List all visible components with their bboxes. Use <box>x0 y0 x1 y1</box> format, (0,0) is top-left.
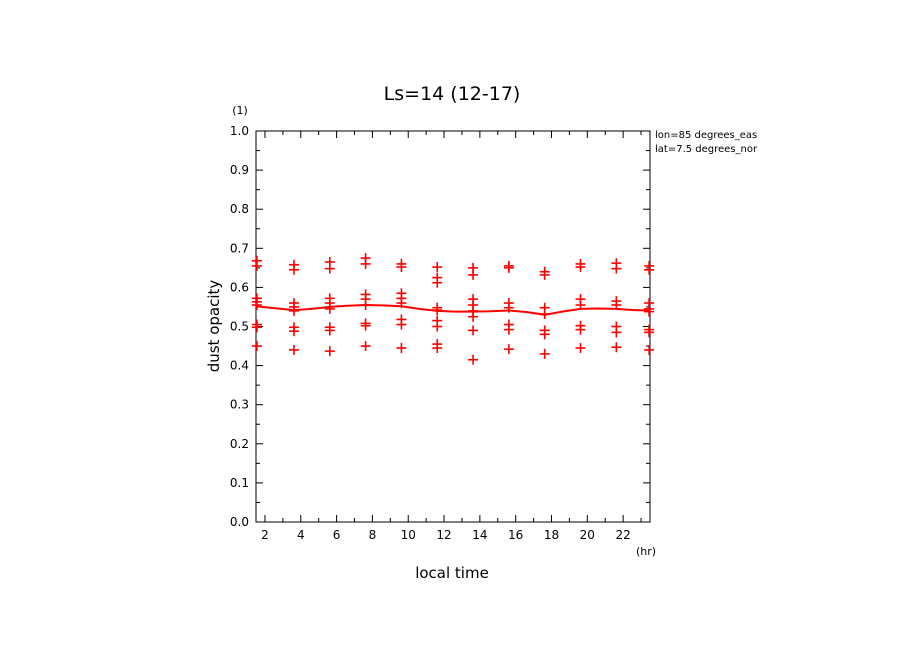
y-tick-label: 0.8 <box>230 202 249 216</box>
y-tick-label: 0.6 <box>230 280 249 294</box>
y-tick-label: 0.4 <box>230 359 249 373</box>
data-point <box>360 341 371 352</box>
data-point <box>611 263 622 274</box>
data-point <box>432 277 443 288</box>
x-tick-label: 8 <box>369 528 377 542</box>
data-point <box>251 260 262 271</box>
data-point <box>539 329 550 340</box>
x-tick-label: 22 <box>615 528 630 542</box>
data-point <box>468 354 479 365</box>
data-point <box>251 322 262 333</box>
annotation-lon: lon=85 degrees_eas <box>655 130 757 141</box>
x-tick-label: 4 <box>297 528 305 542</box>
y-tick-label: 0.3 <box>230 398 249 412</box>
data-point <box>503 344 514 355</box>
data-point <box>611 342 622 353</box>
y-axis-label: dust opacity <box>205 280 223 373</box>
data-point <box>503 324 514 335</box>
data-point <box>324 263 335 274</box>
data-point <box>396 262 407 273</box>
data-point <box>503 262 514 273</box>
x-tick-label: 6 <box>333 528 341 542</box>
data-point <box>468 311 479 322</box>
data-point <box>575 262 586 273</box>
mean-line <box>255 303 651 316</box>
data-point <box>575 343 586 354</box>
x-tick-label: 16 <box>508 528 523 542</box>
y-tick-label: 0.1 <box>230 476 249 490</box>
plot-frame <box>255 130 651 523</box>
data-point <box>251 299 262 310</box>
data-point <box>468 269 479 280</box>
y-tick-label: 0.9 <box>230 163 249 177</box>
data-point <box>288 326 299 337</box>
data-point <box>360 320 371 331</box>
data-point <box>611 327 622 338</box>
data-point <box>251 341 262 352</box>
x-tick-label: 14 <box>472 528 487 542</box>
y-tick-label: 0.0 <box>230 515 249 529</box>
y-tick-label: 0.5 <box>230 320 249 334</box>
x-tick-label: 18 <box>544 528 559 542</box>
y-axis-unit: (1) <box>232 104 248 117</box>
y-tick-label: 0.2 <box>230 437 249 451</box>
data-point <box>396 319 407 330</box>
data-point <box>288 344 299 355</box>
x-tick-label: 10 <box>401 528 416 542</box>
data-point <box>432 343 443 354</box>
x-axis-label: local time <box>415 564 489 582</box>
data-point <box>288 264 299 275</box>
data-point <box>432 262 443 273</box>
chart-title: Ls=14 (12-17) <box>384 83 521 105</box>
data-point <box>575 324 586 335</box>
x-tick-label: 2 <box>261 528 269 542</box>
y-tick-label: 1.0 <box>230 124 249 138</box>
x-tick-label: 20 <box>580 528 595 542</box>
data-point <box>396 343 407 354</box>
data-point <box>644 327 655 338</box>
data-point <box>324 325 335 336</box>
data-point <box>324 346 335 357</box>
x-tick-label: 12 <box>436 528 451 542</box>
data-point <box>644 306 655 317</box>
data-point <box>539 348 550 359</box>
data-point <box>644 264 655 275</box>
plot-marks <box>251 253 655 365</box>
y-tick-label: 0.7 <box>230 241 249 255</box>
annotation-lat: lat=7.5 degrees_nor <box>655 144 758 155</box>
data-point <box>644 344 655 355</box>
x-axis-unit: (hr) <box>636 545 656 558</box>
data-point <box>432 321 443 332</box>
data-point <box>539 269 550 280</box>
axes: 0.0 0.1 0.2 0.3 0.4 0.5 0.6 0.7 0.8 0.9 1.0 2 4 6 8 10 1… <box>230 124 651 542</box>
data-point <box>324 303 335 314</box>
data-point <box>360 258 371 269</box>
data-point <box>468 325 479 336</box>
